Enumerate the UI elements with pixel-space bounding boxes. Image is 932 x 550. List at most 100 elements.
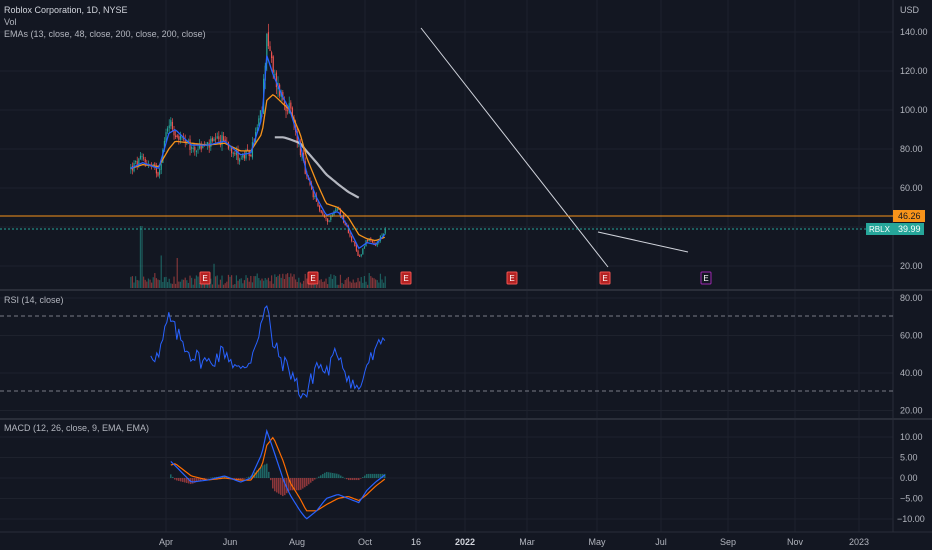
volume-bar bbox=[234, 284, 236, 288]
volume-bar bbox=[184, 277, 186, 288]
volume-bar bbox=[192, 284, 194, 288]
macd-axis[interactable]: 10.00 5.00 0.00 −5.00 −10.00 bbox=[897, 432, 925, 524]
ema-label: EMAs (13, close, 48, close, 200, close, … bbox=[4, 29, 206, 39]
candle-body bbox=[155, 166, 158, 174]
volume-bar bbox=[296, 281, 298, 288]
ticker-tag bbox=[866, 223, 894, 235]
candle-body bbox=[351, 236, 353, 241]
candle-body bbox=[299, 141, 302, 156]
volume-bar bbox=[354, 282, 356, 288]
macd-histogram-bar bbox=[378, 473, 380, 478]
price-tick-label: 60.00 bbox=[900, 183, 923, 193]
candle-body bbox=[256, 127, 258, 133]
volume-bar bbox=[291, 276, 294, 288]
volume-bar bbox=[186, 280, 188, 288]
macd-histogram-bar bbox=[232, 478, 234, 479]
volume-bar bbox=[242, 283, 244, 288]
candle-body bbox=[141, 155, 143, 157]
macd-histogram-bar bbox=[262, 465, 264, 478]
macd-histogram-bar bbox=[332, 472, 334, 478]
earnings-marker[interactable] bbox=[400, 271, 412, 285]
candle-body bbox=[376, 242, 378, 246]
rsi-tick-label: 80.00 bbox=[900, 293, 923, 303]
volume-bar bbox=[227, 274, 230, 288]
volume-bar bbox=[239, 279, 241, 288]
time-tick-label: 2023 bbox=[849, 537, 869, 547]
volume-bar bbox=[272, 283, 274, 288]
candle-body bbox=[375, 244, 377, 246]
rsi-tick-label: 60.00 bbox=[900, 331, 923, 341]
macd-histogram-bar bbox=[210, 477, 212, 479]
candle-body bbox=[371, 240, 374, 243]
time-tick-label: Oct bbox=[358, 537, 373, 547]
trendline-down[interactable] bbox=[420, 27, 609, 268]
macd-histogram-bar bbox=[340, 475, 342, 478]
time-tick-label: Mar bbox=[519, 537, 535, 547]
candle-body bbox=[290, 102, 292, 109]
volume-bar bbox=[213, 263, 215, 288]
ema-48-line bbox=[130, 94, 386, 242]
candle-body bbox=[138, 158, 140, 167]
earnings-marker[interactable] bbox=[307, 271, 319, 285]
trendline-resistance[interactable] bbox=[597, 231, 689, 253]
macd-histogram-bar bbox=[372, 473, 374, 478]
volume-bar bbox=[251, 282, 254, 288]
volume-bar bbox=[330, 274, 332, 288]
earnings-marker[interactable] bbox=[599, 271, 611, 285]
candle-body bbox=[368, 238, 370, 242]
rsi-label: RSI (14, close) bbox=[4, 295, 64, 305]
volume-bar bbox=[290, 273, 292, 288]
time-axis[interactable]: Apr Jun Aug Oct 16 2022 Mar May Jul Sep Nov 2023 bbox=[159, 537, 869, 547]
macd-histogram-bar bbox=[368, 473, 370, 478]
candle-body bbox=[266, 33, 268, 64]
volume-bar bbox=[211, 284, 214, 288]
price-tick-label: 20.00 bbox=[900, 261, 923, 271]
candle-body bbox=[258, 118, 260, 126]
volume-bar bbox=[259, 280, 262, 288]
earnings-marker[interactable] bbox=[506, 271, 518, 285]
rsi-axis[interactable]: 80.00 60.00 40.00 20.00 bbox=[900, 293, 923, 416]
volume-bar bbox=[176, 258, 178, 288]
macd-histogram-bar bbox=[258, 468, 260, 478]
candle-body bbox=[239, 159, 241, 162]
volume-bar bbox=[299, 282, 302, 288]
earnings-marker[interactable] bbox=[199, 271, 211, 285]
volume-bar bbox=[261, 278, 263, 288]
candles bbox=[130, 23, 386, 258]
candle-body bbox=[199, 143, 201, 149]
volume-bar bbox=[163, 277, 166, 288]
volume-bar bbox=[331, 278, 334, 288]
candle-body bbox=[179, 135, 182, 140]
volume-bar bbox=[181, 279, 183, 288]
macd-histogram-bar bbox=[206, 478, 208, 479]
candle-body bbox=[367, 239, 369, 242]
volume-bar bbox=[375, 279, 377, 288]
volume-bar bbox=[301, 283, 303, 288]
grid bbox=[0, 0, 893, 532]
volume-bar bbox=[263, 280, 265, 288]
macd-histogram-bar bbox=[338, 474, 340, 478]
volume-bar bbox=[243, 280, 246, 288]
macd-histogram-bar bbox=[180, 478, 182, 482]
volume-bar bbox=[147, 278, 150, 288]
candle-body bbox=[325, 217, 327, 219]
earnings-marker[interactable] bbox=[700, 271, 712, 285]
macd-histogram-bar bbox=[182, 478, 184, 482]
time-tick-label: Sep bbox=[720, 537, 736, 547]
macd-histogram-bar bbox=[336, 473, 338, 478]
volume-bar bbox=[271, 275, 273, 288]
volume-bar bbox=[157, 279, 159, 288]
candle-body bbox=[178, 136, 180, 140]
macd-histogram-bar bbox=[306, 478, 308, 486]
candle-body bbox=[234, 153, 236, 155]
macd-histogram-bar bbox=[184, 478, 186, 483]
macd-histogram-bar bbox=[260, 466, 262, 478]
volume-bar bbox=[381, 279, 383, 288]
volume-bar bbox=[275, 277, 278, 288]
candle-body bbox=[320, 210, 322, 213]
candle-body bbox=[339, 209, 342, 216]
currency-label: USD bbox=[900, 5, 920, 15]
macd-histogram-bar bbox=[276, 478, 278, 493]
volume-bar bbox=[264, 277, 266, 288]
